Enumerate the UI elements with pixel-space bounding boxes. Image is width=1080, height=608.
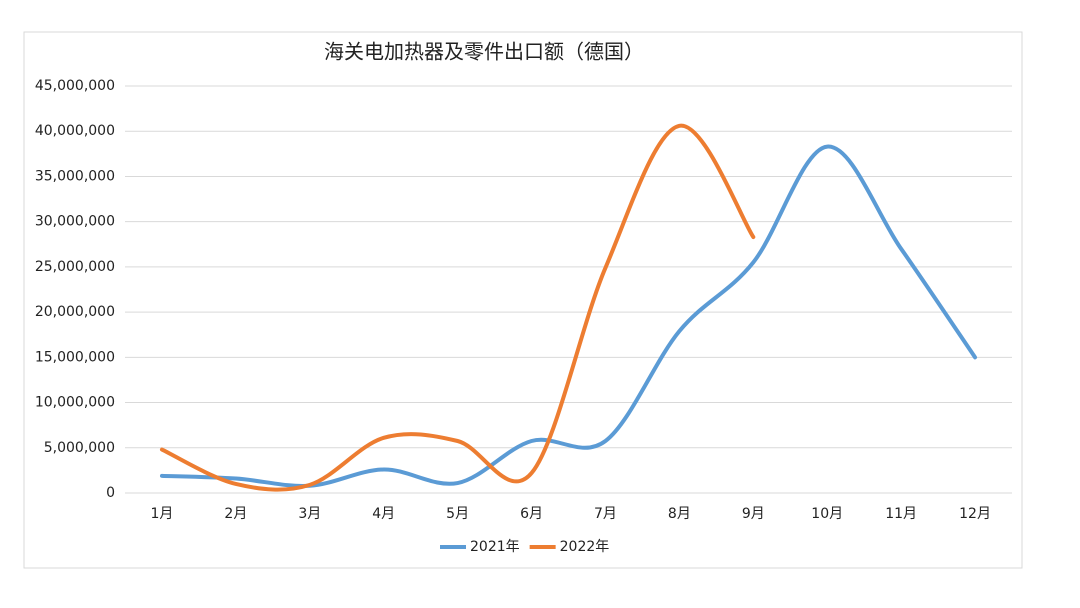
x-tick-label: 9月 <box>742 506 765 522</box>
x-tick-label: 3月 <box>298 506 321 522</box>
x-tick-label: 8月 <box>668 506 691 522</box>
y-tick-label: 15,000,000 <box>35 349 115 365</box>
legend-label: 2021年 <box>470 539 520 555</box>
x-tick-label: 12月 <box>959 506 991 522</box>
x-tick-label: 10月 <box>811 506 843 522</box>
y-tick-label: 30,000,000 <box>35 214 115 230</box>
legend-label: 2022年 <box>560 539 610 555</box>
x-tick-label: 1月 <box>150 506 173 522</box>
y-tick-label: 25,000,000 <box>35 259 115 275</box>
y-tick-label: 20,000,000 <box>35 304 115 320</box>
x-tick-label: 6月 <box>520 506 543 522</box>
y-tick-label: 40,000,000 <box>35 123 115 139</box>
y-tick-label: 10,000,000 <box>35 395 115 411</box>
y-tick-label: 5,000,000 <box>44 440 115 456</box>
x-tick-label: 2月 <box>224 506 247 522</box>
y-tick-label: 35,000,000 <box>35 168 115 184</box>
line-series <box>159 123 756 492</box>
y-tick-label: 0 <box>106 485 115 501</box>
y-tick-label: 45,000,000 <box>35 78 115 94</box>
x-tick-label: 5月 <box>446 506 469 522</box>
x-tick-label: 11月 <box>885 506 917 522</box>
chart-frame <box>23 31 1023 569</box>
chart-title: 海关电加热器及零件出口额（德国） <box>324 40 644 64</box>
x-tick-label: 7月 <box>594 506 617 522</box>
x-tick-label: 4月 <box>372 506 395 522</box>
